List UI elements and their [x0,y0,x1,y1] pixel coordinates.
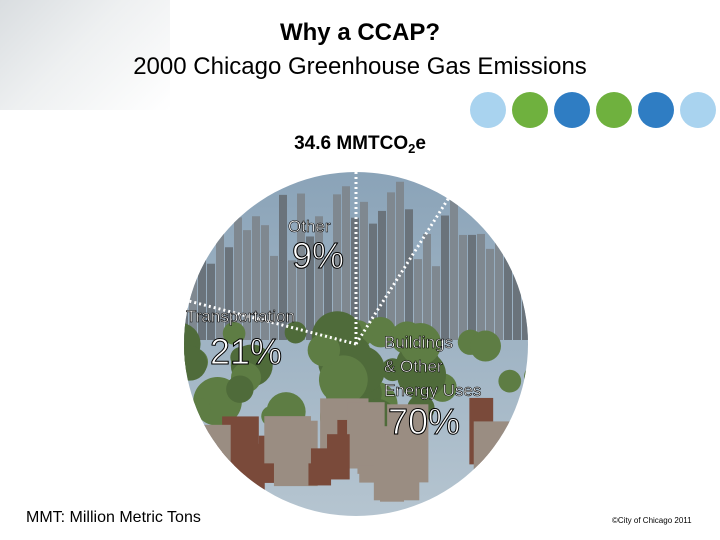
pie-slice-label: Transportation 21% [186,307,296,373]
tree-canopy [399,323,442,365]
decorative-dot [470,92,506,128]
slice-percent-text: 21% [210,331,282,372]
skyline-building [486,248,494,340]
skyline-building [261,225,269,340]
skyline-building [279,194,287,340]
slice-divider [354,197,450,345]
skyline-building [423,233,431,340]
skyline-building [513,201,521,340]
slice-percent-text: 70% [388,401,460,442]
total-subscript: 2 [408,141,416,156]
tree-canopy [365,316,396,348]
skyline-building [432,266,440,340]
skyline-building [207,263,215,340]
skyline-building [531,210,539,340]
copyright: ©City of Chicago 2011 [612,516,692,525]
decorative-dot [554,92,590,128]
skyline-building [396,181,404,340]
tree-canopy [307,333,341,367]
skyline-building [441,215,449,340]
skyline-building [297,193,305,340]
slice-category-text: & Other [384,357,443,376]
decorative-dot [512,92,548,128]
slice-category-text: Other [288,217,331,236]
pie-slice-dividers [189,172,450,346]
tree-canopy [226,375,254,403]
total-suffix: e [415,133,426,154]
skyline-building [315,216,323,340]
footnote: MMT: Million Metric Tons [26,509,201,526]
skyline-building [522,195,528,340]
skyline-building [414,259,422,340]
house [327,434,350,480]
skyline-building [216,222,224,340]
skyline-building [369,223,377,340]
skyline-building [270,255,278,340]
skyline-building [252,216,260,340]
corner-gradient [0,0,170,110]
decorative-dot [638,92,674,128]
skyline-building [288,260,296,340]
slide-title: Why a CCAP? [279,19,440,46]
skyline-building [378,210,386,340]
house [512,438,528,487]
skyline-building [450,193,458,340]
skyline-building [333,194,341,340]
skyline-building [468,234,476,340]
slice-percent-text: 9% [292,235,344,276]
tree-canopy [524,365,528,387]
slice-category-text: Buildings [384,333,453,352]
total-prefix: 34.6 MMTCO [294,133,409,154]
skyline-building [243,230,251,340]
tree-canopy [222,322,246,345]
house [184,444,228,483]
slide-subtitle: 2000 Chicago Greenhouse Gas Emissions [133,53,587,80]
house [308,448,332,486]
total-emissions-label: 34.6 MMTCO2e [210,133,510,156]
tree-canopy [187,397,211,421]
skyline-building [234,217,242,340]
skyline-building [504,248,512,340]
skyline-building [495,210,503,340]
skyline-building [306,236,314,340]
skyline-building [225,247,233,340]
skyline-building [198,234,206,340]
skyline-building [459,234,467,340]
slice-category-text: Transportation [186,307,295,326]
tree-canopy [318,355,368,405]
decorative-dot [596,92,632,128]
skyline-building [360,201,368,340]
skyline-building [387,192,395,340]
tree-canopy [498,369,522,393]
skyline-building [189,260,197,340]
tree-canopy [184,345,208,381]
skyline-building [477,233,485,340]
decorative-dots [470,92,716,128]
house [184,428,216,482]
tree-canopy [284,321,307,344]
house [264,416,311,464]
skyline-building [324,256,332,340]
slice-category-text: Energy Uses [384,381,481,400]
skyline-building [342,186,350,340]
skyline-building [405,209,413,340]
house [473,421,522,474]
decorative-dot [680,92,716,128]
house [373,432,420,501]
house [201,424,231,486]
slice-divider [189,299,357,346]
tree-canopy [469,330,501,362]
